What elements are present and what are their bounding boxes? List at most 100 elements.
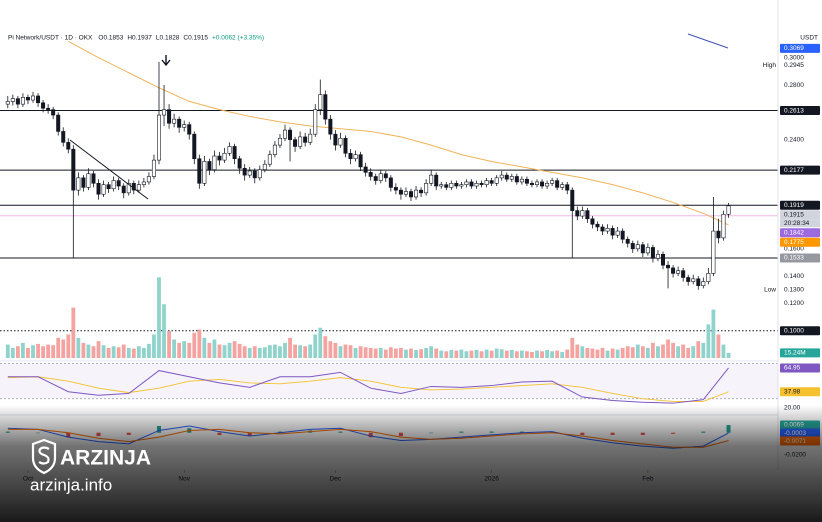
candle-body [257, 169, 262, 179]
candle-body [645, 247, 650, 254]
price-tag [780, 228, 820, 238]
candle-body [519, 178, 524, 183]
volume-bar [640, 346, 645, 358]
candle-body [363, 166, 368, 173]
candle-body [540, 181, 545, 187]
candle-body [464, 181, 469, 185]
countdown-tag [780, 219, 820, 228]
candle-body [459, 184, 464, 187]
volume-bar [615, 349, 620, 358]
volume-bar [540, 351, 544, 358]
candle-body [25, 97, 30, 101]
candle-body [388, 177, 393, 188]
y-tick-label: 0.1400 [784, 273, 804, 280]
volume-bar [86, 344, 91, 358]
volume-bar [504, 350, 509, 358]
candle-body [424, 183, 429, 194]
price-tag-label: 0.2613 [784, 107, 804, 114]
candle-body [151, 159, 156, 177]
candle-body [167, 109, 172, 124]
volume-bar [323, 336, 328, 358]
candle-body [419, 189, 424, 194]
volume-bar [666, 339, 670, 358]
volume-bar [399, 347, 403, 358]
candle-body [711, 230, 716, 274]
volume-bar [404, 349, 408, 358]
price-tag [780, 200, 820, 210]
candle-body [504, 174, 509, 180]
arrow-marker [161, 55, 171, 67]
candle-body [615, 230, 620, 236]
candle-body [313, 109, 318, 135]
ohlc-label: O0.1853 [98, 35, 123, 42]
candle-body [529, 183, 534, 185]
volume-bar [257, 347, 262, 358]
candle-body [308, 133, 313, 143]
volume-bar [96, 341, 101, 358]
volume-bar [298, 345, 303, 358]
candle-body [343, 137, 348, 154]
rsi-band-fill [0, 363, 778, 399]
volume-bar [484, 349, 489, 358]
candle-body [686, 277, 691, 282]
candle-body [484, 180, 489, 185]
candle-body [726, 205, 731, 215]
volume-bar [585, 347, 590, 358]
candle-body [545, 183, 550, 187]
candle-body [474, 183, 479, 187]
volume-bar [656, 346, 660, 358]
volume-bar [449, 349, 454, 358]
candle-body [701, 281, 706, 286]
volume-bar [489, 350, 494, 358]
volume-bar [550, 351, 555, 358]
candle-body [499, 174, 504, 179]
volume-bar [454, 350, 459, 358]
candle-body [469, 181, 474, 187]
volume-bar [575, 344, 580, 358]
candle-body [20, 97, 25, 105]
volume-bar [338, 346, 343, 358]
volume-bar [207, 342, 212, 358]
price-tag [780, 253, 820, 263]
rsi-ma [7, 376, 729, 402]
candle-body [318, 94, 323, 110]
candle-body [353, 154, 358, 160]
candle-body [96, 183, 101, 195]
volume-bar [333, 342, 338, 358]
price-tag-label: 0.2177 [784, 167, 804, 174]
price-tag-label: 0.2945 [784, 62, 804, 69]
candle-body [509, 176, 514, 180]
candle-body [630, 243, 635, 250]
candle-body [570, 189, 575, 211]
candle-body [232, 146, 237, 160]
volume-bar [278, 346, 282, 358]
candle-body [625, 238, 630, 244]
volume-bar [328, 341, 333, 358]
candle-body [288, 129, 293, 140]
price-tag-label: 0.1000 [784, 327, 804, 334]
candle-body [10, 98, 15, 102]
volume-tag [780, 348, 820, 358]
trend-line [69, 139, 149, 200]
volume-bar [570, 337, 575, 358]
candle-body [403, 191, 408, 195]
volume-tag-label: 15.24M [784, 350, 806, 357]
candle-body [514, 176, 519, 183]
y-tick-label: 0.1200 [784, 300, 804, 307]
y-tick-label: 0.2800 [784, 82, 804, 89]
candle-body [217, 155, 222, 161]
volume-bar [696, 341, 701, 358]
candle-body [46, 107, 51, 110]
watermark-logo [38, 446, 50, 465]
candle-body [378, 173, 383, 181]
candle-body [81, 177, 86, 188]
volume-bar [378, 347, 383, 358]
candle-body [368, 172, 373, 177]
volume-bar [101, 345, 106, 358]
volume-bar [187, 342, 192, 358]
volume-bar [439, 350, 444, 358]
volume-bar [726, 352, 731, 358]
volume-bar [469, 350, 474, 358]
volume-bar [192, 332, 197, 358]
volume-bar [353, 347, 358, 358]
